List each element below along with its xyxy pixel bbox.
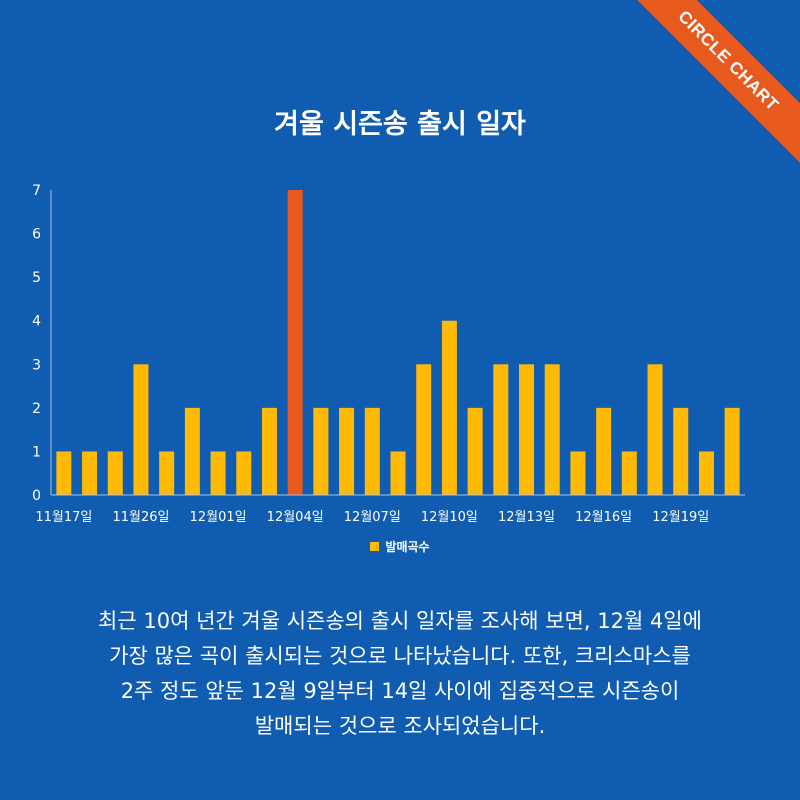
bar-9: [287, 190, 303, 495]
y-tick-label-1: 1: [32, 444, 41, 460]
x-tick-label-5: 12월10일: [421, 510, 478, 525]
caption-line-4: 발매되는 것으로 조사되었습니다.: [254, 714, 546, 738]
bar-12: [364, 407, 380, 495]
x-tick-label-1: 11월26일: [112, 510, 169, 525]
y-tick-label-6: 6: [32, 227, 41, 243]
x-tick-label-8: 12월19일: [652, 510, 709, 525]
y-tick-label-5: 5: [32, 270, 41, 286]
bar-17: [493, 364, 509, 495]
caption-line-1: 최근 10여 년간 겨울 시즌송의 출시 일자를 조사해 보면, 12월 4일에: [98, 609, 702, 633]
x-tick-label-2: 12월01일: [190, 510, 247, 525]
y-tick-label-2: 2: [32, 401, 41, 417]
bar-26: [724, 407, 740, 495]
x-tick-label-7: 12월16일: [575, 510, 632, 525]
bar-23: [647, 364, 663, 495]
bar-chart: 0 1 2 3 4 5 6 7 11월17일 11월26일 12월01일 12월04일 12월07일 12…: [32, 183, 745, 525]
x-tick-label-3: 12월04일: [267, 510, 324, 525]
bar-4: [159, 451, 175, 495]
y-tick-label-4: 4: [32, 314, 41, 330]
bar-15: [441, 320, 457, 495]
bar-25: [698, 451, 714, 495]
caption-line-2: 가장 많은 곡이 출시되는 것으로 나타났습니다. 또한, 크리스마스를: [109, 644, 691, 668]
bar-10: [313, 407, 329, 495]
bar-24: [673, 407, 689, 495]
x-tick-label-0: 11월17일: [35, 510, 92, 525]
bar-0: [56, 451, 72, 495]
bar-22: [621, 451, 637, 495]
bar-5: [184, 407, 200, 495]
bar-19: [544, 364, 560, 495]
bar-20: [570, 451, 586, 495]
bar-8: [261, 407, 277, 495]
bar-11: [339, 407, 355, 495]
bar-21: [596, 407, 612, 495]
x-tick-label-6: 12월13일: [498, 510, 555, 525]
bar-13: [390, 451, 406, 495]
legend-label: 발매곡수: [385, 540, 430, 554]
bar-14: [416, 364, 432, 495]
bar-6: [210, 451, 226, 495]
y-tick-label-3: 3: [32, 357, 41, 373]
legend-swatch: [370, 542, 380, 551]
bar-3: [133, 364, 149, 495]
y-tick-label-0: 0: [32, 488, 41, 504]
bar-2: [107, 451, 123, 495]
caption-text: 최근 10여 년간 겨울 시즌송의 출시 일자를 조사해 보면, 12월 4일에…: [20, 604, 780, 744]
brand-ribbon: CIRCLE CHART: [630, 0, 800, 170]
bar-16: [467, 407, 483, 495]
y-tick-label-7: 7: [32, 183, 41, 199]
chart-title: 겨울 시즌송 출시 일자: [274, 109, 526, 140]
bar-1: [82, 451, 98, 495]
x-tick-label-4: 12월07일: [344, 510, 401, 525]
caption-line-3: 2주 정도 앞둔 12월 9일부터 14일 사이에 집중적으로 시즌송이: [120, 679, 680, 703]
bar-7: [236, 451, 252, 495]
chart-legend: 발매곡수: [0, 538, 800, 555]
bar-18: [519, 364, 535, 495]
brand-label: CIRCLE CHART: [630, 0, 800, 168]
